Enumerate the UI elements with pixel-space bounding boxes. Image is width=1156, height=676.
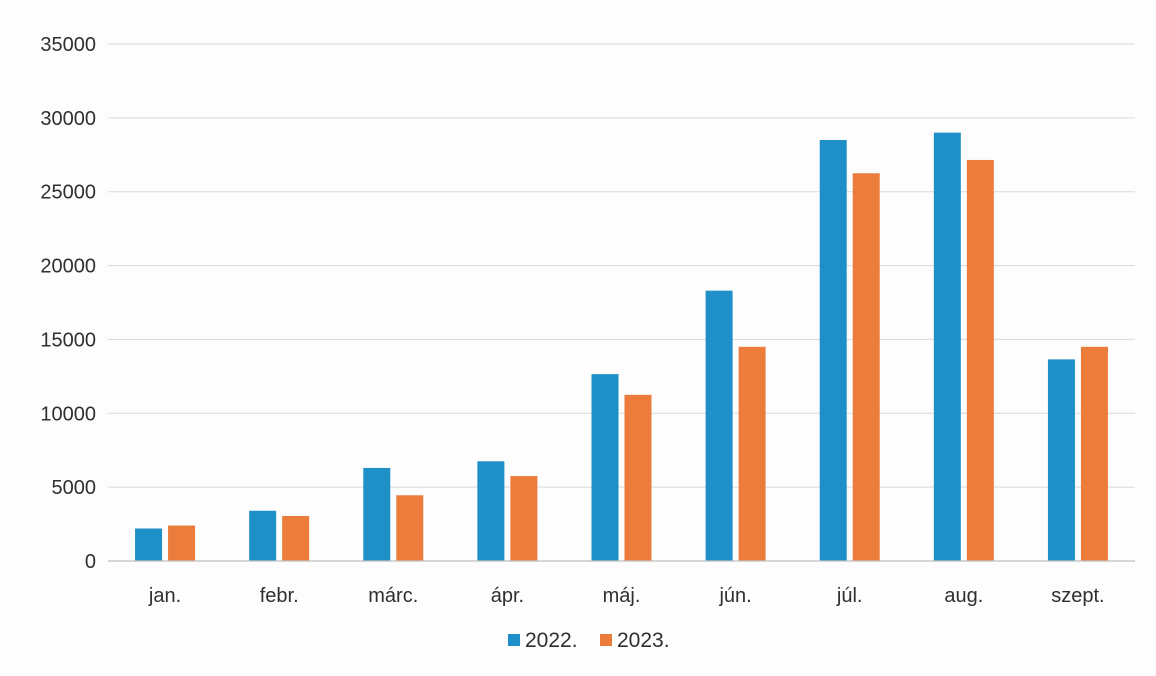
bar-2023-0 xyxy=(168,525,196,561)
y-tick-label: 0 xyxy=(85,551,96,573)
y-tick-label: 20000 xyxy=(40,256,96,278)
x-tick-label: jan. xyxy=(148,585,181,607)
bar-2023-8 xyxy=(1080,346,1108,561)
y-tick-label: 30000 xyxy=(40,108,96,130)
bars xyxy=(135,132,1108,561)
bar-2022-3 xyxy=(477,461,505,561)
y-tick-label: 10000 xyxy=(40,403,96,425)
bar-2023-5 xyxy=(738,346,766,561)
bar-2022-5 xyxy=(705,290,733,561)
bar-2022-8 xyxy=(1047,359,1075,561)
x-tick-label: szept. xyxy=(1051,585,1104,607)
bar-2023-4 xyxy=(624,394,652,561)
y-tick-label: 5000 xyxy=(52,477,97,499)
bar-2022-7 xyxy=(933,132,961,561)
gridlines xyxy=(108,43,1135,488)
bar-2022-4 xyxy=(591,374,619,561)
bar-2023-3 xyxy=(510,476,538,561)
x-tick-label: aug. xyxy=(944,585,983,607)
bar-2023-1 xyxy=(282,515,310,561)
x-tick-label: júl. xyxy=(836,585,863,607)
y-axis: 0 5000 10000 15000 20000 25000 30000 35000 xyxy=(40,34,96,573)
y-tick-label: 25000 xyxy=(40,182,96,204)
y-tick-label: 35000 xyxy=(40,34,96,56)
x-tick-label: jún. xyxy=(718,585,751,607)
bar-2022-6 xyxy=(819,140,847,561)
x-tick-label: máj. xyxy=(603,585,641,607)
legend-label: 2023. xyxy=(617,629,670,652)
legend-swatch xyxy=(600,634,612,646)
x-tick-label: márc. xyxy=(368,585,418,607)
bar-2023-7 xyxy=(966,159,994,561)
legend-label: 2022. xyxy=(525,629,578,652)
bar-2022-0 xyxy=(135,528,163,561)
y-tick-label: 15000 xyxy=(40,329,96,351)
legend: 2022. 2023. xyxy=(508,629,670,652)
bar-2023-6 xyxy=(852,173,880,561)
x-tick-label: ápr. xyxy=(491,585,524,607)
legend-swatch xyxy=(508,634,520,646)
bar-2022-2 xyxy=(363,467,391,561)
bar-2023-2 xyxy=(396,495,424,561)
x-tick-label: febr. xyxy=(260,585,299,607)
bar-2022-1 xyxy=(249,510,277,561)
x-axis: jan. febr. márc. ápr. máj. jún. júl. aug. szept. xyxy=(108,560,1135,607)
